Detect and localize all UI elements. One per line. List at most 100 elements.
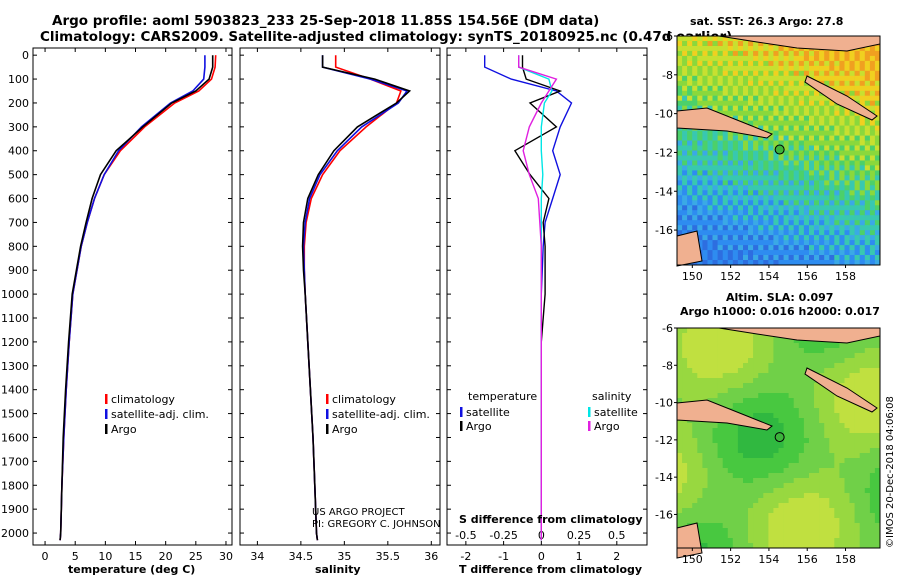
sst-map-cell (854, 190, 860, 196)
sla-map-cell (854, 423, 860, 429)
sst-map-cell (722, 235, 729, 241)
x-tick-label: 0 (42, 550, 49, 563)
sla-map-cell (748, 388, 754, 394)
sst-map-cell (798, 55, 805, 62)
sla-map-cell (824, 458, 830, 464)
sla-map-cell (707, 488, 713, 494)
sst-map-cell (869, 170, 876, 176)
sst-map-cell (717, 85, 723, 92)
sst-map-cell (763, 205, 769, 211)
sla-map-cell (737, 473, 744, 479)
sla-map-cell (677, 388, 683, 394)
sst-map-cell (687, 90, 693, 97)
sst-map-cell (869, 70, 876, 77)
legend-label: satellite (466, 406, 510, 419)
sst-map-cell (793, 100, 800, 106)
sst-map-cell (727, 225, 734, 231)
sla-map-cell (798, 433, 805, 439)
sla-map-cell (758, 533, 764, 539)
sst-map-cell (737, 95, 744, 101)
sst-map-cell (803, 165, 810, 171)
sst-map-cell (839, 170, 845, 176)
sla-map-cell (814, 513, 820, 519)
sla-map-cell (869, 513, 876, 519)
sst-map-cell (798, 150, 805, 156)
sst-map-cell (849, 110, 855, 116)
sla-map-cell (697, 373, 703, 379)
sst-map-cell (854, 235, 860, 241)
sla-map-cell (758, 458, 764, 464)
sst-map-cell (763, 85, 769, 92)
sla-map-cell (682, 338, 688, 344)
sst-map-cell (849, 150, 855, 156)
sst-map-cell (788, 85, 794, 92)
sla-map-cell (773, 363, 779, 369)
sst-map-cell (722, 245, 729, 251)
sst-map-cell (687, 200, 693, 206)
sla-map-cell (829, 458, 835, 464)
sla-map-cell (697, 368, 703, 374)
sst-map-cell (839, 120, 845, 126)
sla-map-cell (677, 353, 683, 359)
sla-map-cell (874, 443, 881, 449)
sst-map-cell (768, 85, 774, 92)
sst-map-cell (717, 75, 723, 82)
sst-map-cell (819, 135, 825, 141)
sla-map-cell (824, 348, 830, 354)
sst-map-cell (839, 255, 845, 261)
sla-map-cell (778, 498, 784, 504)
sst-map-cell (839, 245, 845, 251)
sst-map-cell (819, 145, 825, 151)
sst-map-cell (722, 90, 729, 97)
sst-map-cell (712, 55, 718, 62)
sst-map-cell (839, 190, 845, 196)
sla-map-cell (874, 338, 881, 344)
sla-map-cell (732, 493, 739, 499)
sst-map-cell (824, 205, 830, 211)
sla-map-cell (778, 493, 784, 499)
sst-map-cell (758, 225, 764, 231)
sst-map-cell (819, 95, 825, 101)
sla-map-cell (803, 428, 810, 434)
sla-map-cell (869, 413, 876, 419)
sst-map-cell (722, 255, 729, 261)
sst-map-cell (682, 75, 688, 82)
sla-map-cell (819, 418, 825, 424)
sla-map-cell (717, 508, 723, 514)
sst-map-cell (717, 255, 723, 261)
sla-map-cell (717, 328, 723, 334)
sst-map-cell (798, 65, 805, 72)
sst-map-cell (737, 250, 744, 256)
sst-map-cell (697, 220, 703, 226)
sla-map-cell (692, 373, 698, 379)
sla-map-cell (743, 518, 749, 524)
sst-map-cell (737, 110, 744, 116)
sla-map-cell (874, 343, 881, 349)
sla-map-cell (859, 523, 866, 529)
sst-map-cell (748, 255, 754, 261)
sla-map-cell (783, 383, 789, 389)
sst-map-cell (707, 160, 713, 166)
sst-map-cell (707, 65, 713, 72)
sst-map-cell (732, 41, 739, 47)
sla-map-cell (834, 418, 840, 424)
sla-map-cell (677, 358, 683, 364)
sla-map-cell (849, 493, 855, 499)
sla-map-cell (722, 373, 729, 379)
sst-map-cell (844, 170, 850, 176)
sla-map-cell (859, 353, 866, 359)
sst-map-cell (768, 240, 774, 246)
sst-map-cell (844, 235, 850, 241)
sst-map-cell (809, 145, 815, 151)
sla-map-cell (793, 533, 800, 539)
sst-map-cell (743, 195, 749, 201)
sla-map-cell (803, 463, 810, 469)
sla-map-cell (763, 403, 769, 409)
sla-map-cell (697, 393, 703, 399)
depth-tick-label: 1700 (1, 455, 29, 468)
sla-map-cell (788, 368, 794, 374)
sla-map-cell (748, 438, 754, 444)
sst-map-cell (737, 245, 744, 251)
sla-map-cell (798, 363, 805, 369)
sla-map-cell (712, 488, 718, 494)
